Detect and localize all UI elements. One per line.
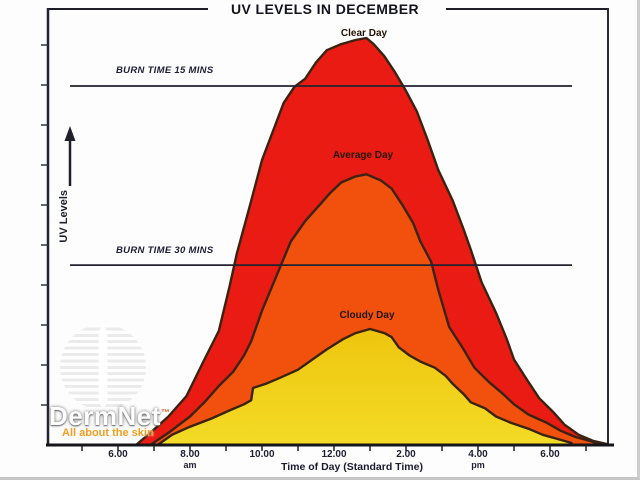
x-tick-4pm: 4.00 bbox=[468, 449, 488, 460]
y-axis-label: UV Levels bbox=[58, 190, 70, 243]
x-tick-2pm: 2.00 bbox=[396, 449, 416, 460]
chart-title: UV LEVELS IN DECEMBER bbox=[230, 1, 420, 17]
x-tick-6am: 6.00 bbox=[108, 449, 128, 460]
burn-time-30-label: BURN TIME 30 MINS bbox=[116, 245, 214, 256]
x-tick-12pm: 12.00 bbox=[321, 449, 347, 460]
series-label-cloudy-day: Cloudy Day bbox=[339, 310, 395, 321]
x-tick-8am: 8.00 bbox=[180, 449, 200, 460]
series-label-average-day: Average Day bbox=[332, 150, 394, 161]
am-period-label: am bbox=[183, 460, 197, 470]
series-area-average-day bbox=[149, 173, 602, 447]
uv-arrow-head bbox=[64, 126, 76, 141]
x-tick-10am: 10.00 bbox=[249, 449, 275, 460]
series-label-clear-day: Clear Day bbox=[340, 28, 388, 39]
x-tick-6pm: 6.00 bbox=[540, 449, 560, 460]
burn-time-15-label: BURN TIME 15 MINS bbox=[116, 65, 214, 76]
series-area-cloudy-day bbox=[156, 327, 573, 447]
pm-period-label: pm bbox=[471, 460, 485, 470]
x-axis-label: Time of Day (Standard Time) bbox=[281, 461, 423, 473]
